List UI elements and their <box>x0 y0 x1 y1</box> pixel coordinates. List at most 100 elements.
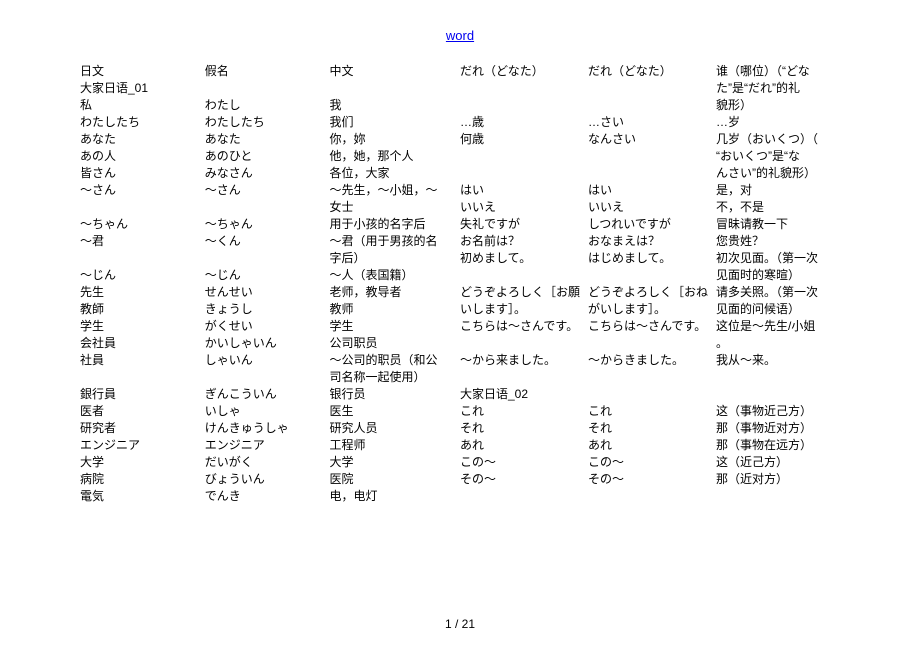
r1-cn-1: …岁 <box>716 114 832 131</box>
r1-jp-8: いします］。 <box>460 301 580 318</box>
cell-kana-10: きょうし <box>205 301 322 318</box>
r1-kana-0 <box>588 97 708 114</box>
page-footer: 1 / 21 <box>0 617 920 631</box>
cell-jp-5: ～さん <box>80 182 197 199</box>
cell-kana-7: ～くん <box>205 233 322 250</box>
cell-kana-0: わたし <box>205 97 322 114</box>
blank <box>588 369 708 386</box>
blank <box>205 80 322 97</box>
cell-jp-11: 学生 <box>80 318 197 335</box>
cell-jp-17: エンジニア <box>80 437 197 454</box>
cell-kana-5: ～さん <box>205 182 322 199</box>
cell-kana-13 <box>205 369 322 386</box>
cell-jp-5 <box>80 199 197 216</box>
cell-jp-12: 会社員 <box>80 335 197 352</box>
r2-cn-3: 这（近己方） <box>716 454 832 471</box>
r2-cn-2: 那（事物在远方） <box>716 437 832 454</box>
r2-jp-2: あれ <box>460 437 580 454</box>
r1-jp-8: どうぞよろしく［お願 <box>460 284 580 301</box>
header-kana: 假名 <box>205 63 322 80</box>
header: word <box>0 0 920 63</box>
cell-cn-14: 银行员 <box>329 386 452 403</box>
cell-cn-17: 工程师 <box>329 437 452 454</box>
r1-jp-4: いいえ <box>460 199 580 216</box>
r1-kana-2: なんさい <box>588 131 708 148</box>
cell-kana-14: ぎんこういん <box>205 386 322 403</box>
r1-kana-0 <box>588 80 708 97</box>
r2-kana-4: その～ <box>588 471 708 488</box>
r1-jp-2: 何歳 <box>460 131 580 148</box>
r2-jp-3: この～ <box>460 454 580 471</box>
header-link[interactable]: word <box>446 28 474 43</box>
r1-jp-9: こちらは～さんです。 <box>460 318 580 335</box>
r1-cn-0: 貌形） <box>716 97 832 114</box>
r1-cn-2: “おいくつ”是“な <box>716 148 832 165</box>
r1-kana-2 <box>588 148 708 165</box>
cell-cn-3: 他，她，那个人 <box>329 148 452 165</box>
cell-cn-12: 公司职员 <box>329 335 452 352</box>
blank <box>588 386 708 403</box>
cell-jp-1: わたしたち <box>80 114 197 131</box>
r1-cn-8: 请多关照。（第一次 <box>716 284 832 301</box>
r1-jp-0 <box>460 97 580 114</box>
cell-cn-15: 医生 <box>329 403 452 420</box>
cell-jp-2: あなた <box>80 131 197 148</box>
r1-jp-3: はい <box>460 182 580 199</box>
r1-cn-9: 。 <box>716 335 832 352</box>
cell-jp-16: 研究者 <box>80 420 197 437</box>
cell-cn-13: 司名称一起使用） <box>329 369 452 386</box>
r1-cn-0: 谁（哪位）（“どな <box>716 63 832 80</box>
cell-jp-14: 銀行員 <box>80 386 197 403</box>
blank <box>460 369 580 386</box>
r1-cn-4: 不，不是 <box>716 199 832 216</box>
r1-cn-2: 几岁（おいくつ）（ <box>716 131 832 148</box>
lesson-title: 大家日语_01 <box>80 80 197 97</box>
r1-cn-2: んさい”的礼貌形） <box>716 165 832 182</box>
r1-jp-6: お名前は？ <box>460 233 580 250</box>
right-col-cn: 谁（哪位）（“どなた”是“だれ”的礼貌形）…岁几岁（おいくつ）（“おいくつ”是“… <box>716 63 840 505</box>
cell-cn-0: 我 <box>329 97 452 114</box>
cell-jp-20: 電気 <box>80 488 197 505</box>
cell-kana-5 <box>205 199 322 216</box>
cell-kana-18: だいがく <box>205 454 322 471</box>
cell-kana-19: びょういん <box>205 471 322 488</box>
cell-kana-4: みなさん <box>205 165 322 182</box>
cell-jp-7 <box>80 250 197 267</box>
r2-jp-1: それ <box>460 420 580 437</box>
r1-kana-8: どうぞよろしく［おね <box>588 284 708 301</box>
r1-cn-5: 冒昧请教一下 <box>716 216 832 233</box>
cell-kana-15: いしゃ <box>205 403 322 420</box>
r1-kana-9: こちらは～さんです。 <box>588 318 708 335</box>
right-col-kana: だれ（どなた） …さいなんさい はいいいえしつれいですがおなまえは？はじめまして… <box>588 63 716 505</box>
r2-jp-0: これ <box>460 403 580 420</box>
cell-kana-13: しゃいん <box>205 352 322 369</box>
cell-cn-7: ～君（用于男孩的名 <box>329 233 452 250</box>
r1-kana-3: はい <box>588 182 708 199</box>
cell-kana-11: がくせい <box>205 318 322 335</box>
r1-jp-10: ～から来ました。 <box>460 352 580 369</box>
content-columns: 日文大家日语_01私わたしたちあなたあの人皆さん～さん ～ちゃん～君 ～じん先生… <box>0 63 920 505</box>
cell-kana-9: せんせい <box>205 284 322 301</box>
cell-kana-17: エンジニア <box>205 437 322 454</box>
cell-cn-16: 研究人员 <box>329 420 452 437</box>
left-col-cn: 中文 我我们你，妳他，她，那个人各位，大家～先生，～小姐，～女士用于小孩的名字后… <box>329 63 460 505</box>
r2-cn-0: 这（事物近己方） <box>716 403 832 420</box>
cell-jp-13: 社員 <box>80 352 197 369</box>
r1-kana-4: いいえ <box>588 199 708 216</box>
cell-cn-6: 用于小孩的名字后 <box>329 216 452 233</box>
cell-kana-8: ～じん <box>205 267 322 284</box>
r2-cn-4: 那（近对方） <box>716 471 832 488</box>
r1-cn-10: 我从～来。 <box>716 352 832 369</box>
cell-jp-4: 皆さん <box>80 165 197 182</box>
r1-kana-10: ～からきました。 <box>588 352 708 369</box>
r1-cn-8: 见面的问候语） <box>716 301 832 318</box>
cell-kana-16: けんきゅうしゃ <box>205 420 322 437</box>
r1-cn-3: 是，对 <box>716 182 832 199</box>
blank <box>716 386 832 403</box>
r1-kana-7 <box>588 267 708 284</box>
r1-jp-2 <box>460 165 580 182</box>
r2-kana-0: これ <box>588 403 708 420</box>
cell-cn-5: ～先生，～小姐，～ <box>329 182 452 199</box>
r1-kana-2 <box>588 165 708 182</box>
r1-kana-9 <box>588 335 708 352</box>
